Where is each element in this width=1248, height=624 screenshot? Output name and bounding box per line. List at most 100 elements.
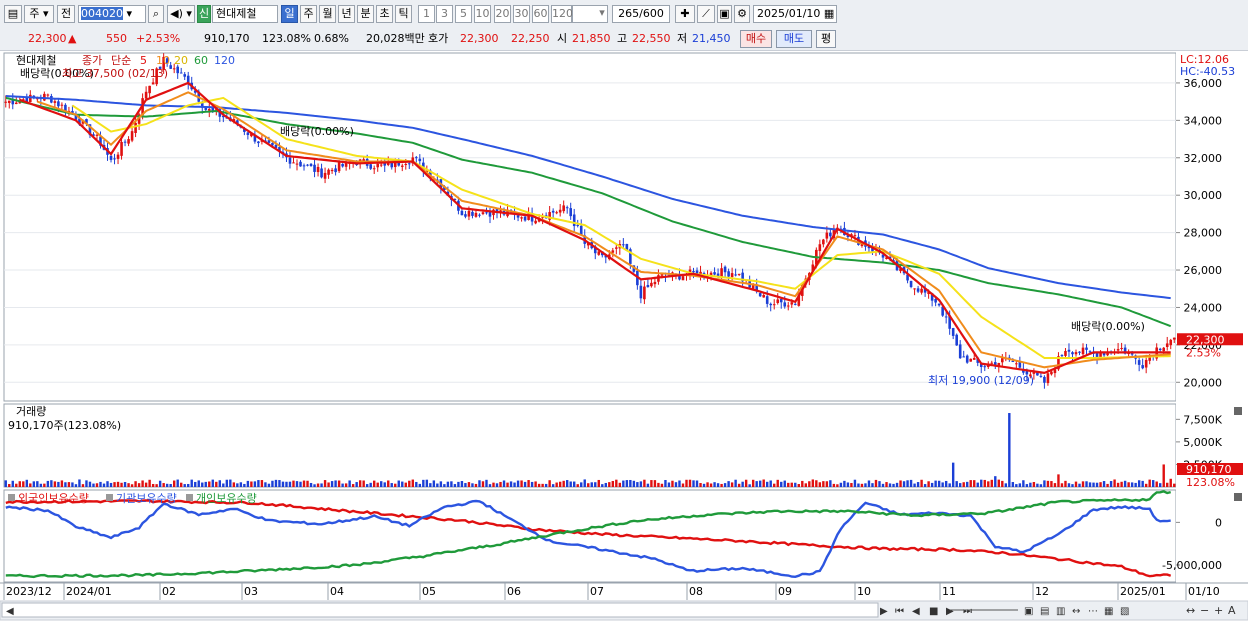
volume-bar xyxy=(109,482,113,487)
candle-body xyxy=(85,119,88,124)
candle-body xyxy=(383,162,387,166)
date-value: 2025/01/10 xyxy=(757,7,821,20)
volume-bar xyxy=(723,483,727,487)
tab-5[interactable]: 분 xyxy=(357,5,374,23)
save-icon[interactable]: ▣ xyxy=(717,5,732,23)
holdings-legend-swatch xyxy=(106,494,113,501)
candle-body xyxy=(681,276,685,281)
candle-body xyxy=(1074,352,1078,355)
volume-bar xyxy=(832,483,836,487)
high-price: 22,550 xyxy=(632,32,671,45)
period-button[interactable]: 전 xyxy=(57,5,75,23)
volume-bar xyxy=(1099,482,1102,487)
count-total: /600 xyxy=(639,7,664,20)
count-field[interactable]: 265/600 xyxy=(612,5,670,23)
candle-body xyxy=(1165,343,1169,347)
volume-bar xyxy=(439,481,443,487)
interval-custom-input[interactable] xyxy=(572,5,608,23)
calendar-icon[interactable]: ▦ xyxy=(823,7,835,20)
volume-bar xyxy=(955,481,958,487)
volume-bar xyxy=(187,483,190,487)
stock-code-input[interactable]: 004020 ▾ xyxy=(78,5,146,23)
volume-bar xyxy=(429,483,432,487)
candle-body xyxy=(151,82,155,85)
interval-20[interactable]: 20 xyxy=(494,5,511,23)
candle-body xyxy=(474,212,478,217)
candle-body xyxy=(934,298,937,303)
interval-dropdown-icon[interactable]: ▾ xyxy=(599,6,605,19)
candle-body xyxy=(755,285,758,292)
volume-bar xyxy=(1032,481,1036,487)
tab-2[interactable]: 주 xyxy=(300,5,317,23)
type-select[interactable]: 주 ▾ xyxy=(24,5,54,23)
settings-gear-icon[interactable]: ⚙ xyxy=(734,5,750,23)
interval-1[interactable]: 1 xyxy=(418,5,435,23)
volume-bar xyxy=(401,481,404,487)
candle-body xyxy=(57,101,60,107)
candle-body xyxy=(369,164,372,169)
interval-60[interactable]: 60 xyxy=(532,5,549,23)
eval-button[interactable]: 평 xyxy=(816,30,836,48)
volume-bar xyxy=(46,480,50,487)
tab-3[interactable]: 월 xyxy=(319,5,336,23)
view-tool-icon-5: ⋯ xyxy=(1088,606,1098,617)
candle-body xyxy=(25,97,29,103)
x-tick-label: 2023/12 xyxy=(6,585,52,598)
candle-body xyxy=(1043,376,1046,383)
window-menu-icon[interactable]: ▤ xyxy=(4,5,22,23)
tab-4[interactable]: 년 xyxy=(338,5,355,23)
tab-7[interactable]: 틱 xyxy=(395,5,412,23)
chart-scrollbar[interactable]: ◀ ▶ ⏮ ◀ ■ ▶ ⏭ ▣ ▤ ▥ ↔ ⋯ ▦ ▧ ↔ − + A xyxy=(0,600,1248,621)
volume-bar xyxy=(737,483,741,487)
volume-bar xyxy=(667,482,671,487)
draw-tool-icon[interactable]: ⟋ xyxy=(697,5,715,23)
candle-body xyxy=(36,98,39,100)
speaker-icon[interactable]: ◀) ▾ xyxy=(167,5,195,23)
tab-1[interactable]: 일 xyxy=(281,5,298,23)
candle-body xyxy=(716,273,720,278)
holdings-tick-label: 0 xyxy=(1215,516,1222,529)
volume-bar xyxy=(853,479,857,487)
interval-5[interactable]: 5 xyxy=(455,5,472,23)
low-label: 저 xyxy=(677,32,688,45)
view-tool-icon-2: ▤ xyxy=(1040,606,1049,617)
interval-10[interactable]: 10 xyxy=(474,5,491,23)
interval-120[interactable]: 120 xyxy=(551,5,573,23)
trade-amount: 20,028백만 xyxy=(366,32,425,45)
search-icon[interactable]: ⌕ xyxy=(148,5,164,23)
volume-bar xyxy=(1036,483,1039,487)
sell-button[interactable]: 매도 xyxy=(776,30,812,48)
volume-bar xyxy=(776,479,779,487)
playback-icon-4: ▶ xyxy=(946,606,954,617)
volume-bar xyxy=(829,480,832,487)
holdings-frame xyxy=(3,489,1177,583)
candle-body xyxy=(207,108,211,111)
volume-bar xyxy=(527,480,530,487)
candle-body xyxy=(432,179,436,181)
volume-bar xyxy=(215,481,218,487)
candle-body xyxy=(302,165,306,167)
interval-30[interactable]: 30 xyxy=(513,5,530,23)
volume-bar xyxy=(1008,413,1011,487)
candle-body xyxy=(723,266,727,273)
volume-bar xyxy=(867,480,871,487)
candle-body xyxy=(4,101,8,103)
crosshair-icon[interactable]: ✚ xyxy=(675,5,695,23)
tab-6[interactable]: 초 xyxy=(376,5,393,23)
volume-bar xyxy=(509,481,513,487)
volume-bar xyxy=(520,480,523,487)
candle-body xyxy=(478,214,481,216)
volume-tick-label: 7,500K xyxy=(1183,413,1222,426)
volume-bar xyxy=(622,480,625,487)
interval-3[interactable]: 3 xyxy=(436,5,453,23)
date-field[interactable]: 2025/01/10 ▦ xyxy=(753,5,837,23)
price-frame xyxy=(3,52,1177,402)
volume-bar xyxy=(1060,483,1064,487)
volume-bar xyxy=(727,481,730,487)
volume-bar xyxy=(243,483,246,487)
buy-button[interactable]: 매수 xyxy=(740,30,772,48)
volume-bar xyxy=(165,483,169,487)
volume-bar xyxy=(443,484,446,487)
volume-bar xyxy=(1141,480,1144,487)
volume-bar xyxy=(744,479,748,487)
